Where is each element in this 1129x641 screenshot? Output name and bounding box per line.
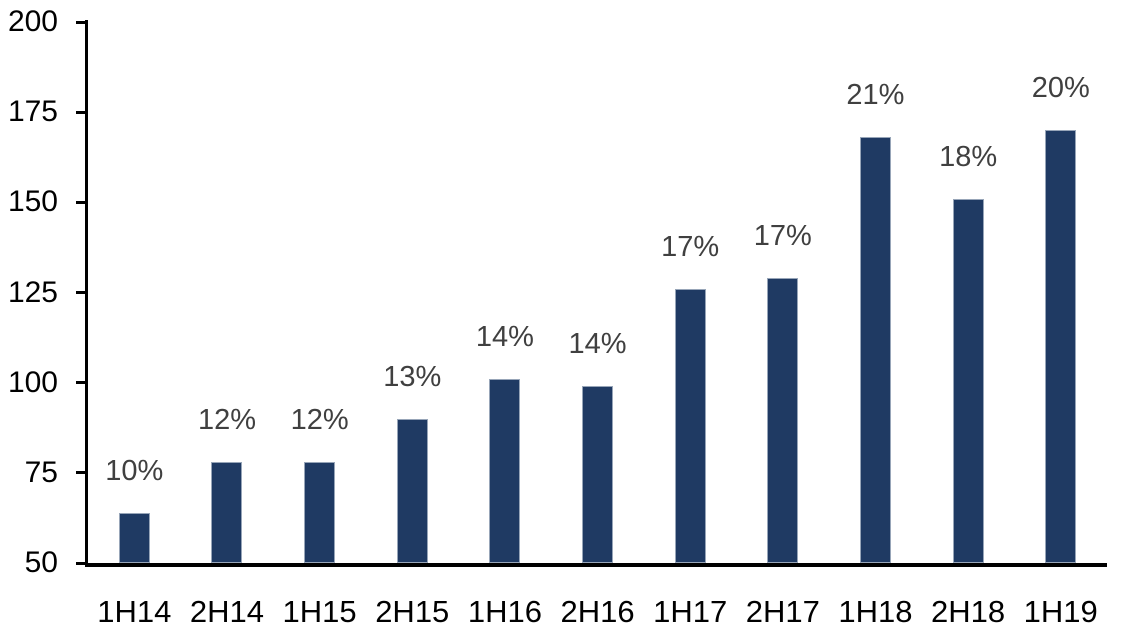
y-axis-tick-label: 200 xyxy=(7,5,58,38)
x-axis-category-label: 2H18 xyxy=(931,594,1006,629)
bar-slot: 12% 1H15 xyxy=(273,22,366,627)
bar xyxy=(674,288,706,563)
bar-slot: 18% 2H18 xyxy=(922,22,1015,627)
x-axis-category-label: 2H16 xyxy=(560,594,635,629)
x-axis-category-label: 2H17 xyxy=(745,594,820,629)
x-axis-category-label: 2H14 xyxy=(189,594,265,629)
y-axis-tick-mark xyxy=(76,291,86,294)
bar xyxy=(118,512,150,563)
bar-slot: 17% 1H17 xyxy=(644,22,737,627)
bar xyxy=(1045,130,1077,563)
bar-slot: 21% 1H18 xyxy=(829,22,922,627)
bar xyxy=(304,462,336,563)
x-axis-category-label: 1H16 xyxy=(467,594,542,629)
y-axis-tick-mark xyxy=(76,20,86,24)
y-axis-tick-mark xyxy=(76,381,86,385)
bar-value-label: 14% xyxy=(568,328,627,361)
y-axis-tick-label: 50 xyxy=(24,546,58,579)
bar-slot: 20% 1H19 xyxy=(1014,22,1107,627)
x-axis-category-label: 1H17 xyxy=(653,594,728,629)
bar xyxy=(859,137,891,563)
bar xyxy=(582,386,614,563)
bar-value-label: 12% xyxy=(197,404,256,437)
y-axis-tick-label: 125 xyxy=(7,275,58,309)
bar-value-label: 17% xyxy=(753,220,812,253)
bar xyxy=(211,462,243,563)
y-axis-line xyxy=(85,20,88,567)
bar-value-label: 10% xyxy=(105,454,164,487)
bar-slot: 14% 1H16 xyxy=(459,22,552,627)
y-axis-tick-label: 175 xyxy=(7,95,58,129)
x-axis-category-label: 1H15 xyxy=(282,594,357,629)
bar xyxy=(489,379,521,563)
x-axis-category-label: 1H18 xyxy=(838,594,913,629)
bar-slot: 10% 1H14 xyxy=(88,22,181,627)
y-axis-tick-mark xyxy=(76,471,86,475)
y-axis-tick-label: 75 xyxy=(24,455,58,489)
x-axis-category-label: 1H14 xyxy=(97,594,172,629)
bar-value-label: 14% xyxy=(475,321,534,354)
bar xyxy=(396,418,428,563)
bar-slot: 13% 2H15 xyxy=(366,22,459,627)
y-axis-tick-mark xyxy=(76,200,86,204)
bar-slot: 17% 2H17 xyxy=(736,22,829,627)
y-axis-tick-label: 150 xyxy=(7,185,58,219)
bar-value-label: 18% xyxy=(939,140,998,173)
bar-value-label: 13% xyxy=(383,360,442,393)
y-axis-tick-mark xyxy=(76,110,86,114)
plot-area: 10% 1H14 12% 2H14 12% 1H15 13% 2H15 14% … xyxy=(88,22,1107,627)
y-axis-tick-mark xyxy=(76,561,86,565)
bar-slot: 12% 2H14 xyxy=(181,22,274,627)
bar-value-label: 21% xyxy=(846,79,905,112)
bar xyxy=(767,278,799,563)
x-axis-line xyxy=(85,563,1107,567)
bar-value-label: 17% xyxy=(661,230,720,263)
bar-value-label: 12% xyxy=(290,404,349,437)
x-axis-category-label: 2H15 xyxy=(375,594,450,629)
y-axis-tick-label: 100 xyxy=(7,365,58,399)
bar-slot: 14% 2H16 xyxy=(551,22,644,627)
bar xyxy=(952,198,984,563)
x-axis-category-label: 1H19 xyxy=(1023,594,1098,629)
bar-value-label: 20% xyxy=(1031,72,1090,105)
